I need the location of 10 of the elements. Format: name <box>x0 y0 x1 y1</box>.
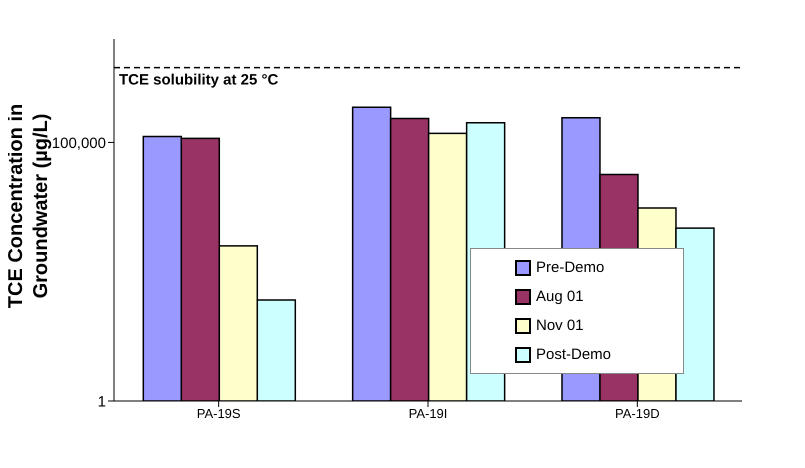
legend-label: Aug 01 <box>536 288 584 305</box>
legend-label: Nov 01 <box>536 317 584 334</box>
x-tick-label: PA-19S <box>196 406 241 422</box>
legend-label: Pre-Demo <box>536 259 604 276</box>
y-tick-label: 100,000 <box>52 134 106 152</box>
y-tick-label: 1 <box>98 393 106 410</box>
x-tick-label: PA-19I <box>408 406 448 422</box>
x-tick-label: PA-19D <box>615 406 660 422</box>
ref-line-label: TCE solubility at 25 °C <box>119 72 279 89</box>
legend-label: Post-Demo <box>536 346 612 363</box>
